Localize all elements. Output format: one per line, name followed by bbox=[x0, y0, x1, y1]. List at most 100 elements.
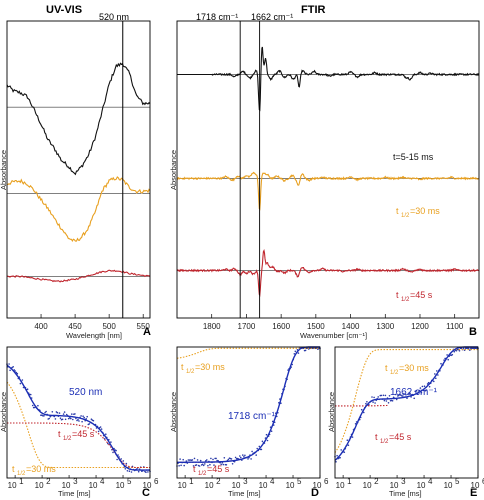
panelD-point bbox=[250, 458, 252, 460]
panelC-blue-fit bbox=[6, 364, 150, 471]
panelC-point bbox=[77, 418, 79, 421]
panel-d-ann-orange-sub: 1/2 bbox=[186, 369, 195, 375]
panelC-point bbox=[147, 471, 149, 473]
panel-b-ann-orange-sub: 1/2 bbox=[401, 213, 410, 219]
panel-b-series-red bbox=[176, 249, 480, 297]
panelC-xtick-exp: 6 bbox=[154, 477, 159, 486]
panelC-point bbox=[61, 418, 64, 421]
panelD-xtick-label: 10 bbox=[232, 481, 241, 490]
panelC-point bbox=[21, 379, 24, 381]
panelC-point bbox=[80, 415, 82, 417]
panelE-xtick-label: 10 bbox=[336, 481, 345, 490]
panelD-point bbox=[202, 464, 205, 467]
panelD-point bbox=[234, 456, 237, 459]
panelE-point bbox=[371, 396, 373, 398]
panelD-point bbox=[247, 458, 249, 460]
panelE-xtick-label: 10 bbox=[444, 481, 453, 490]
panelD-xtick-exp: 3 bbox=[243, 477, 248, 486]
panel-a-series-red bbox=[7, 269, 151, 283]
panelE-point bbox=[475, 347, 477, 350]
panelC-red-fit bbox=[7, 422, 150, 469]
panelE-point bbox=[406, 397, 408, 400]
panelE-point bbox=[451, 353, 454, 356]
panelD-point bbox=[260, 448, 263, 451]
panelE-xtick-exp: 5 bbox=[455, 477, 460, 486]
panel-d-letter: D bbox=[311, 487, 319, 499]
panel-b-ann-red-val: =45 s bbox=[410, 290, 433, 300]
panel-e-ann-red: t 1/2 =45 s bbox=[375, 432, 412, 445]
panelE-point bbox=[336, 454, 338, 457]
panelC-point bbox=[59, 417, 62, 420]
panelD-point bbox=[225, 464, 228, 466]
panelE-point bbox=[455, 349, 458, 352]
panelD-point bbox=[243, 456, 245, 458]
panelE-point bbox=[384, 394, 387, 397]
panelE-xtick-exp: 3 bbox=[401, 477, 406, 486]
panelD-point bbox=[258, 445, 261, 448]
panelD-point bbox=[231, 463, 234, 465]
panel-e-ylabel: Absorbance bbox=[327, 392, 336, 432]
panelE-point bbox=[434, 373, 436, 375]
panelD-orange-fit bbox=[176, 347, 320, 359]
panelD-point bbox=[266, 439, 269, 442]
panelD-point bbox=[179, 458, 181, 460]
panelD-point bbox=[204, 463, 206, 465]
panelD-point bbox=[242, 454, 244, 456]
panelC-xtick-exp: 1 bbox=[19, 477, 24, 486]
panel-a-xtick-label: 400 bbox=[34, 322, 48, 331]
panel-e-letter: E bbox=[470, 487, 477, 499]
panelC-point bbox=[124, 468, 127, 470]
panel-a-marker-label: 520 nm bbox=[99, 12, 129, 22]
panelE-xtick-label: 10 bbox=[417, 481, 426, 490]
panelE-point bbox=[387, 402, 390, 404]
panel-d-ann-orange-t: t bbox=[181, 362, 184, 372]
panelD-point bbox=[294, 350, 297, 353]
panelC-xtick-exp: 2 bbox=[46, 477, 51, 486]
panel-b-series-orange bbox=[176, 171, 480, 211]
panel-c-xlabel: Time [ms] bbox=[58, 489, 91, 498]
panel-a-ylabel: Absorbance bbox=[0, 150, 8, 190]
panel-b-xtick-label: 1400 bbox=[342, 322, 360, 331]
panelE-point bbox=[453, 350, 456, 353]
panelC-point bbox=[100, 428, 103, 430]
panelC-point bbox=[70, 417, 72, 420]
panelD-point bbox=[215, 457, 217, 460]
panelE-xtick-exp: 6 bbox=[482, 477, 484, 486]
panelC-point bbox=[72, 418, 74, 421]
panelE-point bbox=[420, 391, 423, 394]
panelC-xtick-label: 10 bbox=[35, 481, 44, 490]
panelC-xtick-exp: 4 bbox=[100, 477, 105, 486]
panelC-xtick-label: 10 bbox=[143, 481, 152, 490]
panelE-point bbox=[446, 354, 448, 356]
panelE-point bbox=[373, 396, 375, 399]
panel-b-marker1-label: 1718 cm⁻¹ bbox=[196, 12, 238, 22]
panelE-point bbox=[413, 397, 416, 400]
panel-c-ann-red-sub: 1/2 bbox=[63, 436, 72, 442]
panelD-point bbox=[220, 463, 222, 466]
panelE-point bbox=[340, 449, 343, 451]
panelE-point bbox=[385, 400, 388, 402]
panel-b-xtick-label: 1200 bbox=[411, 322, 429, 331]
panel-b-ann-orange-val: =30 ms bbox=[410, 206, 440, 216]
panelE-point bbox=[351, 436, 354, 438]
panelE-point bbox=[339, 456, 341, 459]
panelD-point bbox=[255, 454, 257, 456]
panel-e-ann-red-sub: 1/2 bbox=[380, 439, 389, 445]
panel-a-xtick-label: 450 bbox=[68, 322, 82, 331]
panelE-point bbox=[400, 394, 402, 396]
panelE-point bbox=[427, 381, 430, 384]
panelC-point bbox=[122, 460, 125, 462]
panelD-xtick-label: 10 bbox=[178, 481, 187, 490]
panelE-xtick-exp: 4 bbox=[428, 477, 433, 486]
panelD-point bbox=[297, 352, 300, 354]
panelE-point bbox=[391, 400, 394, 402]
panelD-point bbox=[212, 458, 214, 461]
panelE-point bbox=[383, 399, 386, 402]
panelC-xtick-label: 10 bbox=[8, 481, 17, 490]
panelC-point bbox=[78, 420, 80, 422]
panelC-point bbox=[54, 418, 57, 420]
panel-a-frame bbox=[6, 20, 151, 319]
panel-c-ann-red: t 1/2 =45 s bbox=[58, 429, 95, 442]
panel-e-ann-orange: t 1/2 =30 ms bbox=[385, 363, 429, 376]
